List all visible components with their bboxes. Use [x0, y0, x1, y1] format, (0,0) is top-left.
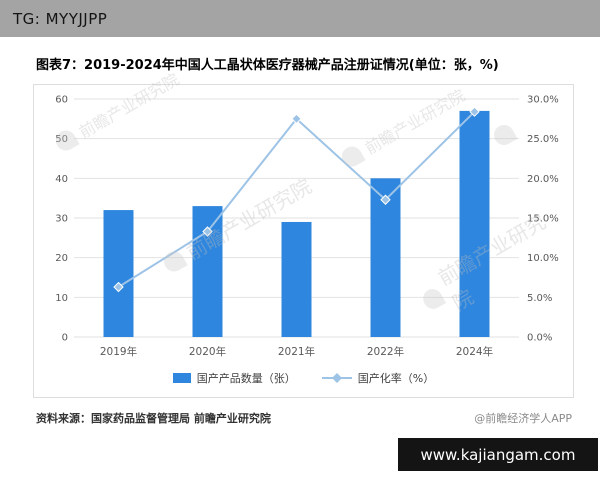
left-axis-tick: 50 [55, 134, 68, 145]
combo-chart: 0 10 20 30 40 50 60 0.0% 5.0% 10.0% 15.0% 20.0% 25.0… [34, 85, 573, 363]
telegram-tag-text: TG: MYYJJPP [13, 9, 108, 28]
right-axis-tick: 0.0% [527, 333, 552, 344]
right-axis-tick: 20.0% [527, 174, 559, 185]
line-marker [291, 113, 302, 125]
bar [103, 210, 134, 337]
right-axis-tick: 10.0% [527, 253, 559, 264]
x-axis-label: 2021年 [278, 345, 315, 358]
line-marker [113, 281, 124, 293]
x-axis-label: 2024年 [456, 345, 493, 358]
website-url: www.kajiangam.com [420, 445, 576, 464]
credit-note: @前瞻经济学人APP [474, 412, 572, 425]
chart-canvas: 0 10 20 30 40 50 60 0.0% 5.0% 10.0% 15.0% 20.0% 25.0… [55, 95, 559, 359]
chart-frame: 0 10 20 30 40 50 60 0.0% 5.0% 10.0% 15.0% 20.0% 25.0… [33, 70, 574, 398]
bar [281, 221, 312, 337]
left-axis-tick: 20 [55, 253, 68, 264]
website-banner: www.kajiangam.com [398, 438, 598, 471]
line-series-swatch [321, 373, 352, 383]
bar-series-label: 国产产品数量（张） [196, 372, 296, 385]
x-axis-label: 2019年 [100, 345, 137, 358]
legend-item-bar: 国产产品数量（张） [172, 370, 296, 386]
bar-series-swatch [172, 373, 191, 383]
bar [459, 110, 490, 338]
bar [192, 206, 223, 337]
telegram-tag-banner: TG: MYYJJPP [0, 0, 600, 37]
x-axis-label: 2020年 [189, 345, 226, 358]
left-axis-tick: 0 [62, 333, 68, 344]
right-axis-tick: 30.0% [527, 95, 559, 106]
chart-title: 图表7：2019-2024年中国人工晶状体医疗器械产品注册证情况(单位：张，%) [36, 58, 499, 73]
line-series-label: 国产化率（%） [357, 372, 435, 385]
source-note: 资料来源：国家药品监督管理局 前瞻产业研究院 [36, 412, 271, 425]
left-axis-tick: 60 [55, 95, 68, 106]
line-marker [469, 106, 480, 117]
right-axis-tick: 25.0% [527, 134, 559, 145]
left-axis-tick: 40 [55, 174, 68, 185]
line-marker [380, 194, 391, 205]
x-axis-label: 2022年 [367, 345, 404, 358]
left-axis-tick: 10 [55, 293, 68, 304]
chart-legend: 国产产品数量（张） 国产化率（%） [34, 363, 573, 393]
footer: 资料来源：国家药品监督管理局 前瞻产业研究院 @前瞻经济学人APP [0, 410, 600, 426]
right-axis-tick: 15.0% [527, 214, 559, 225]
legend-item-line: 国产化率（%） [321, 370, 435, 386]
left-axis-tick: 30 [55, 214, 68, 225]
right-axis-tick: 5.0% [527, 293, 552, 304]
line-marker [202, 226, 213, 237]
